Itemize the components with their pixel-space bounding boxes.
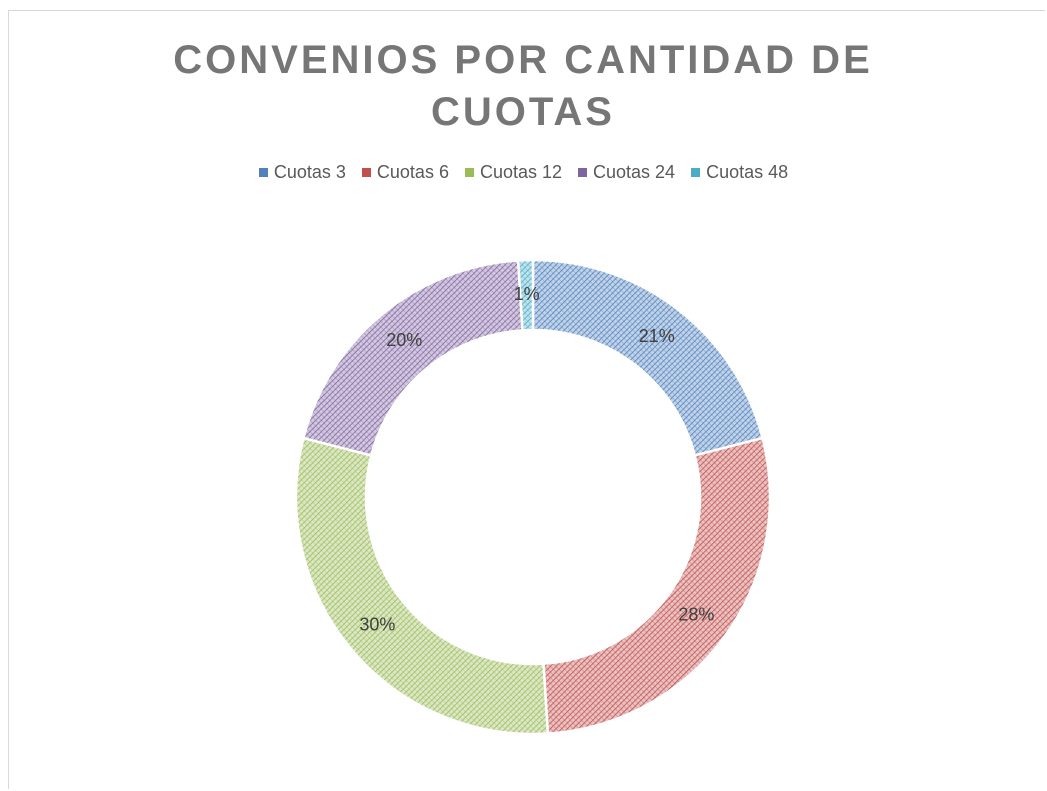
donut-slice — [516, 258, 535, 332]
legend-item: Cuotas 6 — [361, 162, 449, 183]
legend-marker — [691, 168, 701, 177]
data-label: 28% — [678, 604, 714, 624]
donut-slice — [542, 436, 772, 735]
legend-label: Cuotas 6 — [376, 162, 449, 182]
data-label: 21% — [639, 326, 675, 346]
legend: Cuotas 3 Cuotas 6 Cuotas 12 Cuotas 24 Cuotas… — [0, 162, 1047, 183]
data-label: 20% — [386, 330, 422, 350]
legend-label: Cuotas 48 — [706, 162, 789, 182]
legend-label: Cuotas 12 — [479, 162, 563, 182]
donut-slice — [294, 436, 550, 736]
legend-label: Cuotas 24 — [593, 162, 676, 182]
legend-marker — [361, 168, 371, 177]
legend-label: Cuotas 3 — [273, 162, 346, 182]
legend-marker — [578, 168, 588, 177]
data-label: 30% — [359, 615, 395, 635]
chart-frame — [8, 10, 1045, 789]
donut-slice — [301, 259, 524, 457]
donut-slice — [531, 258, 765, 457]
legend-item: Cuotas 24 — [578, 162, 675, 183]
chart-title: CONVENIOS POR CANTIDAD DE CUOTAS — [173, 38, 873, 134]
legend-marker — [464, 168, 474, 177]
legend-item: Cuotas 48 — [691, 162, 788, 183]
legend-item: Cuotas 12 — [464, 162, 563, 183]
legend-marker — [258, 168, 268, 177]
data-label: 1% — [514, 284, 540, 304]
legend-item: Cuotas 3 — [258, 162, 346, 183]
